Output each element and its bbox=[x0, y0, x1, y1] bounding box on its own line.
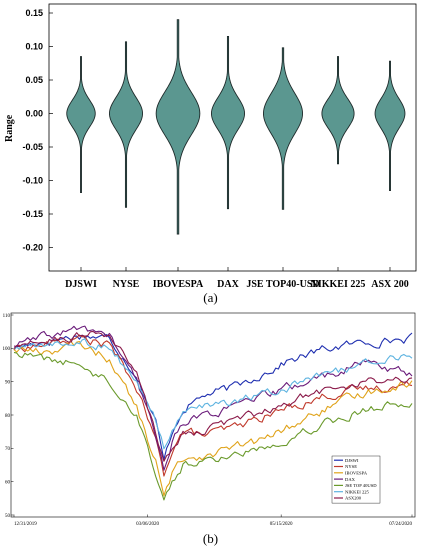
violin-y-tick-label: 0.10 bbox=[25, 42, 43, 52]
violin-y-tick-label: 0.15 bbox=[25, 8, 43, 18]
line-y-tick-label: 90 bbox=[5, 380, 11, 385]
violin-asx-200 bbox=[374, 60, 406, 191]
violin-nikkei-225 bbox=[321, 56, 355, 165]
violin-category-label: NYSE bbox=[113, 279, 140, 290]
violin-category-label: JSE TOP40-USD bbox=[246, 279, 319, 290]
legend-label: IBOVESPA bbox=[345, 471, 368, 476]
violin-jse-top40-usd bbox=[263, 47, 303, 210]
legend-label: NYSE bbox=[345, 464, 357, 469]
legend-label: DAX bbox=[345, 477, 356, 482]
legend-label: NIKKEI 225 bbox=[345, 489, 370, 494]
legend-label: JSE TOP 40USD bbox=[345, 483, 377, 488]
violin-djswi bbox=[66, 56, 96, 194]
violin-category-label: DAX bbox=[217, 279, 239, 290]
violin-category-label: ASX 200 bbox=[371, 279, 409, 290]
violin-y-tick-label: -0.10 bbox=[22, 176, 43, 186]
violin-plot-frame bbox=[48, 3, 417, 272]
violin-y-tick-label: -0.05 bbox=[22, 142, 43, 152]
legend-label: DJSWI bbox=[345, 458, 359, 463]
violin-category-label: IBOVESPA bbox=[153, 279, 204, 290]
line-x-tick-label: 03/06/2020 bbox=[136, 522, 159, 527]
violin-category-label: DJSWI bbox=[65, 279, 97, 290]
violin-y-tick-label: 0.05 bbox=[25, 75, 43, 85]
panel-a-label: (a) bbox=[203, 290, 217, 305]
line-y-tick-label: 70 bbox=[5, 447, 11, 452]
panel-b-label: (b) bbox=[203, 531, 218, 546]
line-y-tick-label: 60 bbox=[5, 480, 11, 485]
violin-nyse bbox=[109, 41, 143, 208]
violin-ibovespa bbox=[155, 19, 201, 235]
line-x-tick-label: 05/15/2020 bbox=[270, 522, 293, 527]
violin-y-tick-label: -0.15 bbox=[22, 209, 43, 219]
violin-dax bbox=[210, 36, 246, 210]
legend-box bbox=[331, 455, 381, 504]
legend-label: ASX200 bbox=[345, 496, 362, 501]
violin-category-label: NIKKEI 225 bbox=[311, 279, 366, 290]
line-series-djswi bbox=[13, 332, 413, 461]
line-x-tick-label: 07/24/2020 bbox=[389, 522, 412, 527]
line-series-asx-200 bbox=[13, 330, 413, 462]
violin-y-axis-label: Range bbox=[4, 114, 15, 142]
line-x-tick-label: 12/31/2019 bbox=[14, 522, 37, 527]
violin-y-tick-label: 0.00 bbox=[25, 109, 43, 119]
line-series-nikkei-225 bbox=[13, 338, 413, 450]
line-y-tick-label: 100 bbox=[3, 347, 11, 352]
violin-y-tick-label: -0.20 bbox=[22, 243, 43, 253]
line-y-tick-label: 110 bbox=[3, 314, 11, 319]
line-series-jse-top40-usd bbox=[13, 351, 413, 501]
line-chart: 50 60 70 80 90 100 110 12/31/2019 03/06/2020 05/… bbox=[3, 312, 416, 527]
line-y-tick-label: 50 bbox=[5, 514, 11, 519]
line-series-dax bbox=[13, 325, 413, 471]
line-y-tick-label: 80 bbox=[5, 414, 11, 419]
violin-chart: Range 0.15 0.10 0.05 0.00 -0.05 -0.10 -0.15 -0.… bbox=[4, 3, 417, 290]
